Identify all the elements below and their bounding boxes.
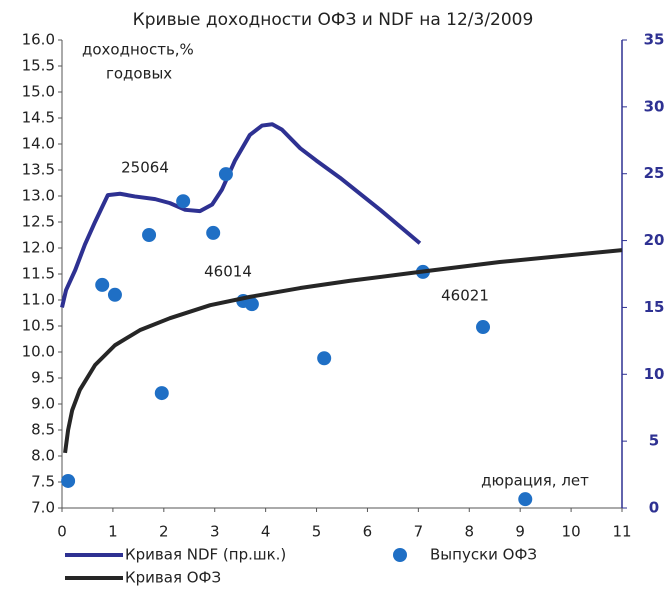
- x-tick-label: 4: [261, 523, 271, 541]
- y-tick-label: 10.0: [22, 343, 55, 361]
- y-tick-label: 12.5: [22, 213, 55, 231]
- y-tick-label: 10.5: [22, 317, 55, 335]
- legend-label: Кривая NDF (пр.шк.): [125, 546, 286, 564]
- point: [244, 297, 259, 312]
- x-tick-label: 2: [159, 523, 169, 541]
- y-tick-label: 13.5: [22, 161, 55, 179]
- y-tick-label: 13.0: [22, 187, 55, 205]
- x-tick-label: 5: [312, 523, 322, 541]
- x-tick-label: 11: [612, 523, 631, 541]
- point: [317, 351, 332, 366]
- point: [518, 492, 533, 507]
- x-tick-label: 10: [562, 523, 581, 541]
- point: [176, 194, 191, 209]
- y-tick-label: 12.0: [22, 239, 55, 257]
- y-tick-label: 7.0: [31, 499, 55, 517]
- point: [61, 473, 76, 488]
- y2-tick-label: 35: [644, 31, 665, 49]
- y-tick-label: 14.5: [22, 109, 55, 127]
- chart-title: Кривые доходности ОФЗ и NDF на 12/3/2009: [133, 10, 534, 30]
- point: [154, 386, 169, 401]
- annotation: 46021: [441, 287, 489, 305]
- point: [107, 287, 122, 302]
- point: [95, 277, 110, 292]
- legend-label: Кривая ОФЗ: [125, 569, 221, 587]
- x-tick-label: 9: [515, 523, 525, 541]
- y-tick-label: 15.0: [22, 83, 55, 101]
- y2-tick-label: 15: [644, 298, 665, 316]
- annotation: 25064: [121, 159, 169, 177]
- x-tick-label: 7: [414, 523, 424, 541]
- legend-label: Выпуски ОФЗ: [430, 546, 537, 564]
- legend-swatch: [393, 548, 407, 562]
- y2-tick-label: 5: [649, 432, 659, 450]
- x-axis-label: дюрация, лет: [481, 472, 589, 490]
- y-tick-label: 7.5: [31, 473, 55, 491]
- y-tick-label: 9.5: [31, 369, 55, 387]
- y-tick-label: 11.0: [22, 291, 55, 309]
- y-tick-label: 9.0: [31, 395, 55, 413]
- y2-tick-label: 0: [649, 499, 659, 517]
- y2-tick-label: 25: [644, 164, 665, 182]
- y2-tick-label: 10: [644, 365, 665, 383]
- y2-tick-label: 30: [644, 97, 665, 115]
- x-tick-label: 3: [210, 523, 220, 541]
- y-tick-label: 16.0: [22, 31, 55, 49]
- point: [476, 320, 491, 335]
- point: [206, 225, 221, 240]
- x-tick-label: 6: [363, 523, 373, 541]
- line: [60, 122, 422, 308]
- line: [63, 248, 623, 454]
- point: [142, 228, 157, 242]
- y-tick-label: 15.5: [22, 57, 55, 75]
- y-axis-label: годовых: [106, 65, 172, 83]
- x-tick-label: 1: [108, 523, 118, 541]
- annotation: 46014: [204, 263, 252, 281]
- y2-tick-label: 20: [644, 231, 665, 249]
- point: [218, 167, 233, 182]
- y-tick-label: 8.0: [31, 447, 55, 465]
- y-tick-label: 14.0: [22, 135, 55, 153]
- y-tick-label: 8.5: [31, 421, 55, 439]
- x-tick-label: 8: [464, 523, 474, 541]
- y-tick-label: 11.5: [22, 265, 55, 283]
- y-axis-label: доходность,%: [82, 41, 194, 59]
- x-tick-label: 0: [57, 523, 67, 541]
